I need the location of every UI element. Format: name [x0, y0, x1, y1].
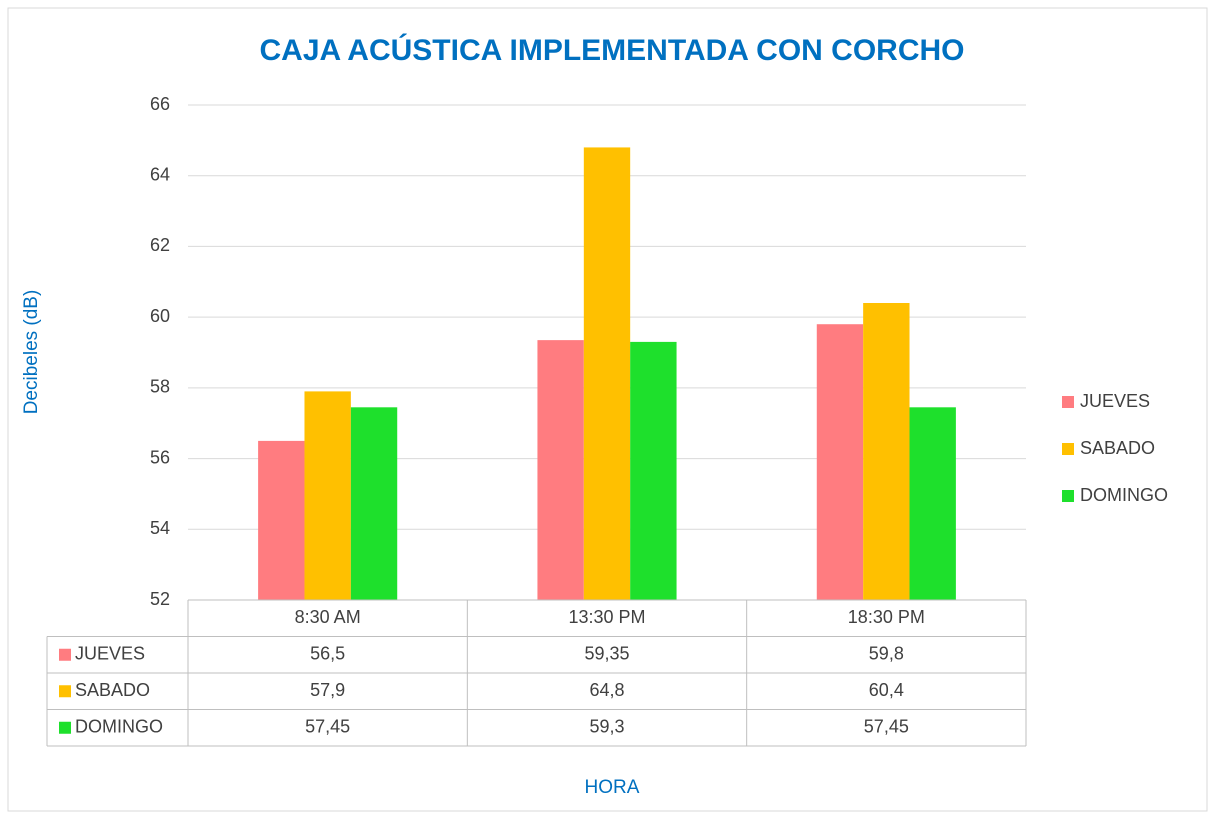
bar [909, 407, 956, 600]
y-tick-label: 66 [150, 94, 170, 114]
y-tick-label: 54 [150, 518, 170, 538]
x-tick-label: 8:30 AM [295, 607, 361, 627]
y-tick-label: 56 [150, 447, 170, 467]
table-cell: 64,8 [589, 680, 624, 700]
bar [350, 407, 398, 600]
table-row-label: JUEVES [75, 644, 145, 664]
y-tick-label: 52 [150, 589, 170, 609]
table-cell: 57,45 [305, 717, 350, 737]
bar [863, 303, 910, 600]
table-cell: 57,9 [310, 680, 345, 700]
bar [304, 391, 351, 600]
y-tick-label: 62 [150, 235, 170, 255]
x-axis-label: HORA [585, 777, 640, 798]
table-cell: 59,3 [589, 717, 624, 737]
bar [258, 440, 305, 600]
legend-key [1062, 396, 1074, 408]
table-cell: 60,4 [869, 680, 904, 700]
table-cell: 59,8 [869, 644, 904, 664]
table-legend-key [59, 685, 71, 698]
table-row-label: SABADO [75, 680, 150, 700]
y-tick-label: 60 [150, 306, 170, 326]
y-tick-label: 58 [150, 377, 170, 397]
table-legend-key [59, 721, 71, 734]
legend-label: SABADO [1080, 438, 1155, 458]
bar [583, 147, 631, 600]
x-tick-label: 13:30 PM [568, 607, 645, 627]
legend-label: DOMINGO [1080, 485, 1168, 505]
legend-key [1062, 490, 1074, 502]
x-tick-label: 18:30 PM [848, 607, 925, 627]
bar [537, 340, 584, 600]
legend-label: JUEVES [1080, 391, 1150, 411]
table-cell: 59,35 [584, 644, 629, 664]
table-cell: 56,5 [310, 644, 345, 664]
table-row-label: DOMINGO [75, 717, 163, 737]
legend-key [1062, 443, 1074, 455]
bar [816, 324, 864, 600]
bar [630, 341, 677, 600]
chart-title: CAJA ACÚSTICA IMPLEMENTADA CON CORCHO [260, 33, 965, 67]
y-tick-label: 64 [150, 164, 170, 184]
table-legend-key [59, 648, 71, 661]
y-axis-label: Decibeles (dB) [21, 290, 42, 415]
table-cell: 57,45 [864, 717, 909, 737]
